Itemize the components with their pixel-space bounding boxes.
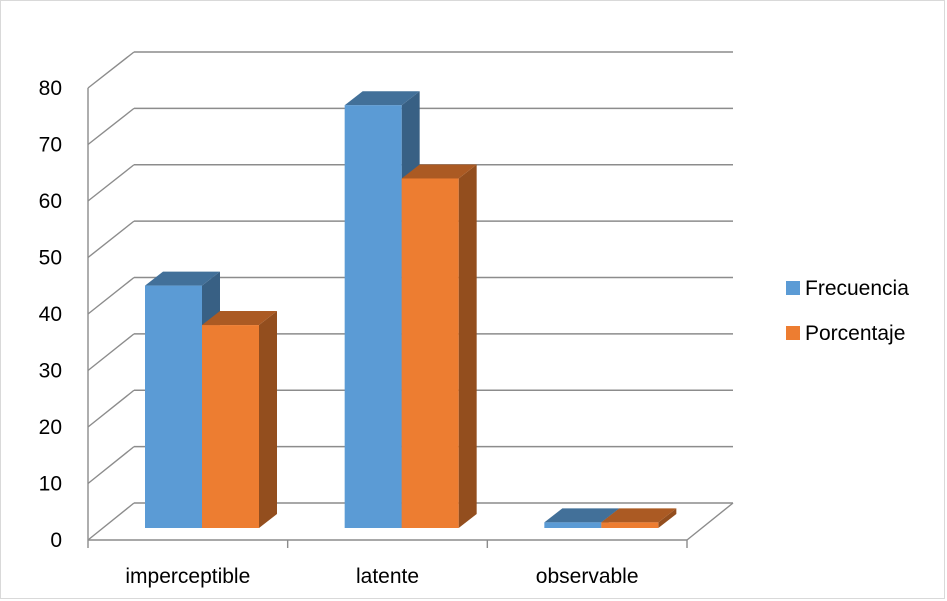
bar <box>601 508 677 528</box>
y-tick-label: 50 <box>39 247 62 270</box>
legend-label: Frecuencia <box>805 277 909 300</box>
x-axis: imperceptible latente observable <box>87 502 734 588</box>
bar-top <box>145 271 220 286</box>
gridline-side <box>87 389 135 428</box>
bar <box>401 164 477 528</box>
y-tick-label: 10 <box>39 473 62 496</box>
y-tick-label: 20 <box>39 416 62 439</box>
bar-front <box>601 522 659 528</box>
bar-top <box>202 311 277 326</box>
gridline-side <box>87 164 135 202</box>
gridline-side <box>87 220 135 259</box>
y-tick-label: 0 <box>50 529 62 552</box>
bar-front <box>544 522 602 528</box>
gridline-side <box>87 276 135 315</box>
y-tick-label: 80 <box>39 77 62 100</box>
bar <box>202 311 277 528</box>
bars <box>145 91 677 528</box>
legend-label: Porcentaje <box>805 322 905 345</box>
x-tick-label: latente <box>356 565 419 588</box>
bar-front <box>202 325 259 528</box>
x-tick-label: observable <box>536 565 639 588</box>
bar-front <box>401 178 459 528</box>
legend-item: Porcentaje <box>786 322 905 345</box>
gridline-side <box>87 333 135 372</box>
floor-right-edge <box>686 502 734 541</box>
y-tick-label: 70 <box>39 134 62 157</box>
gridline-side <box>87 51 135 89</box>
y-tick-label: 30 <box>39 360 62 383</box>
legend-item: Frecuencia <box>786 277 909 300</box>
y-axis: 0 10 20 30 40 50 60 70 80 <box>39 77 89 552</box>
bar-side <box>458 164 477 528</box>
bar-side <box>259 311 277 528</box>
y-tick-label: 60 <box>39 190 62 213</box>
bar-front <box>145 285 202 528</box>
bar-front <box>344 105 402 528</box>
gridline-side <box>87 446 135 485</box>
bar-top <box>544 508 620 523</box>
y-tick-label: 40 <box>39 303 62 326</box>
gridline-side <box>87 502 135 541</box>
gridline-side <box>87 107 135 146</box>
legend: Frecuencia Porcentaje <box>786 277 909 345</box>
legend-swatch <box>786 326 800 340</box>
bar-top <box>401 164 477 179</box>
legend-swatch <box>786 281 800 295</box>
bar-top <box>344 91 420 106</box>
bar-side <box>658 508 677 528</box>
x-tick-label: imperceptible <box>125 565 250 588</box>
bar-top <box>601 508 677 523</box>
